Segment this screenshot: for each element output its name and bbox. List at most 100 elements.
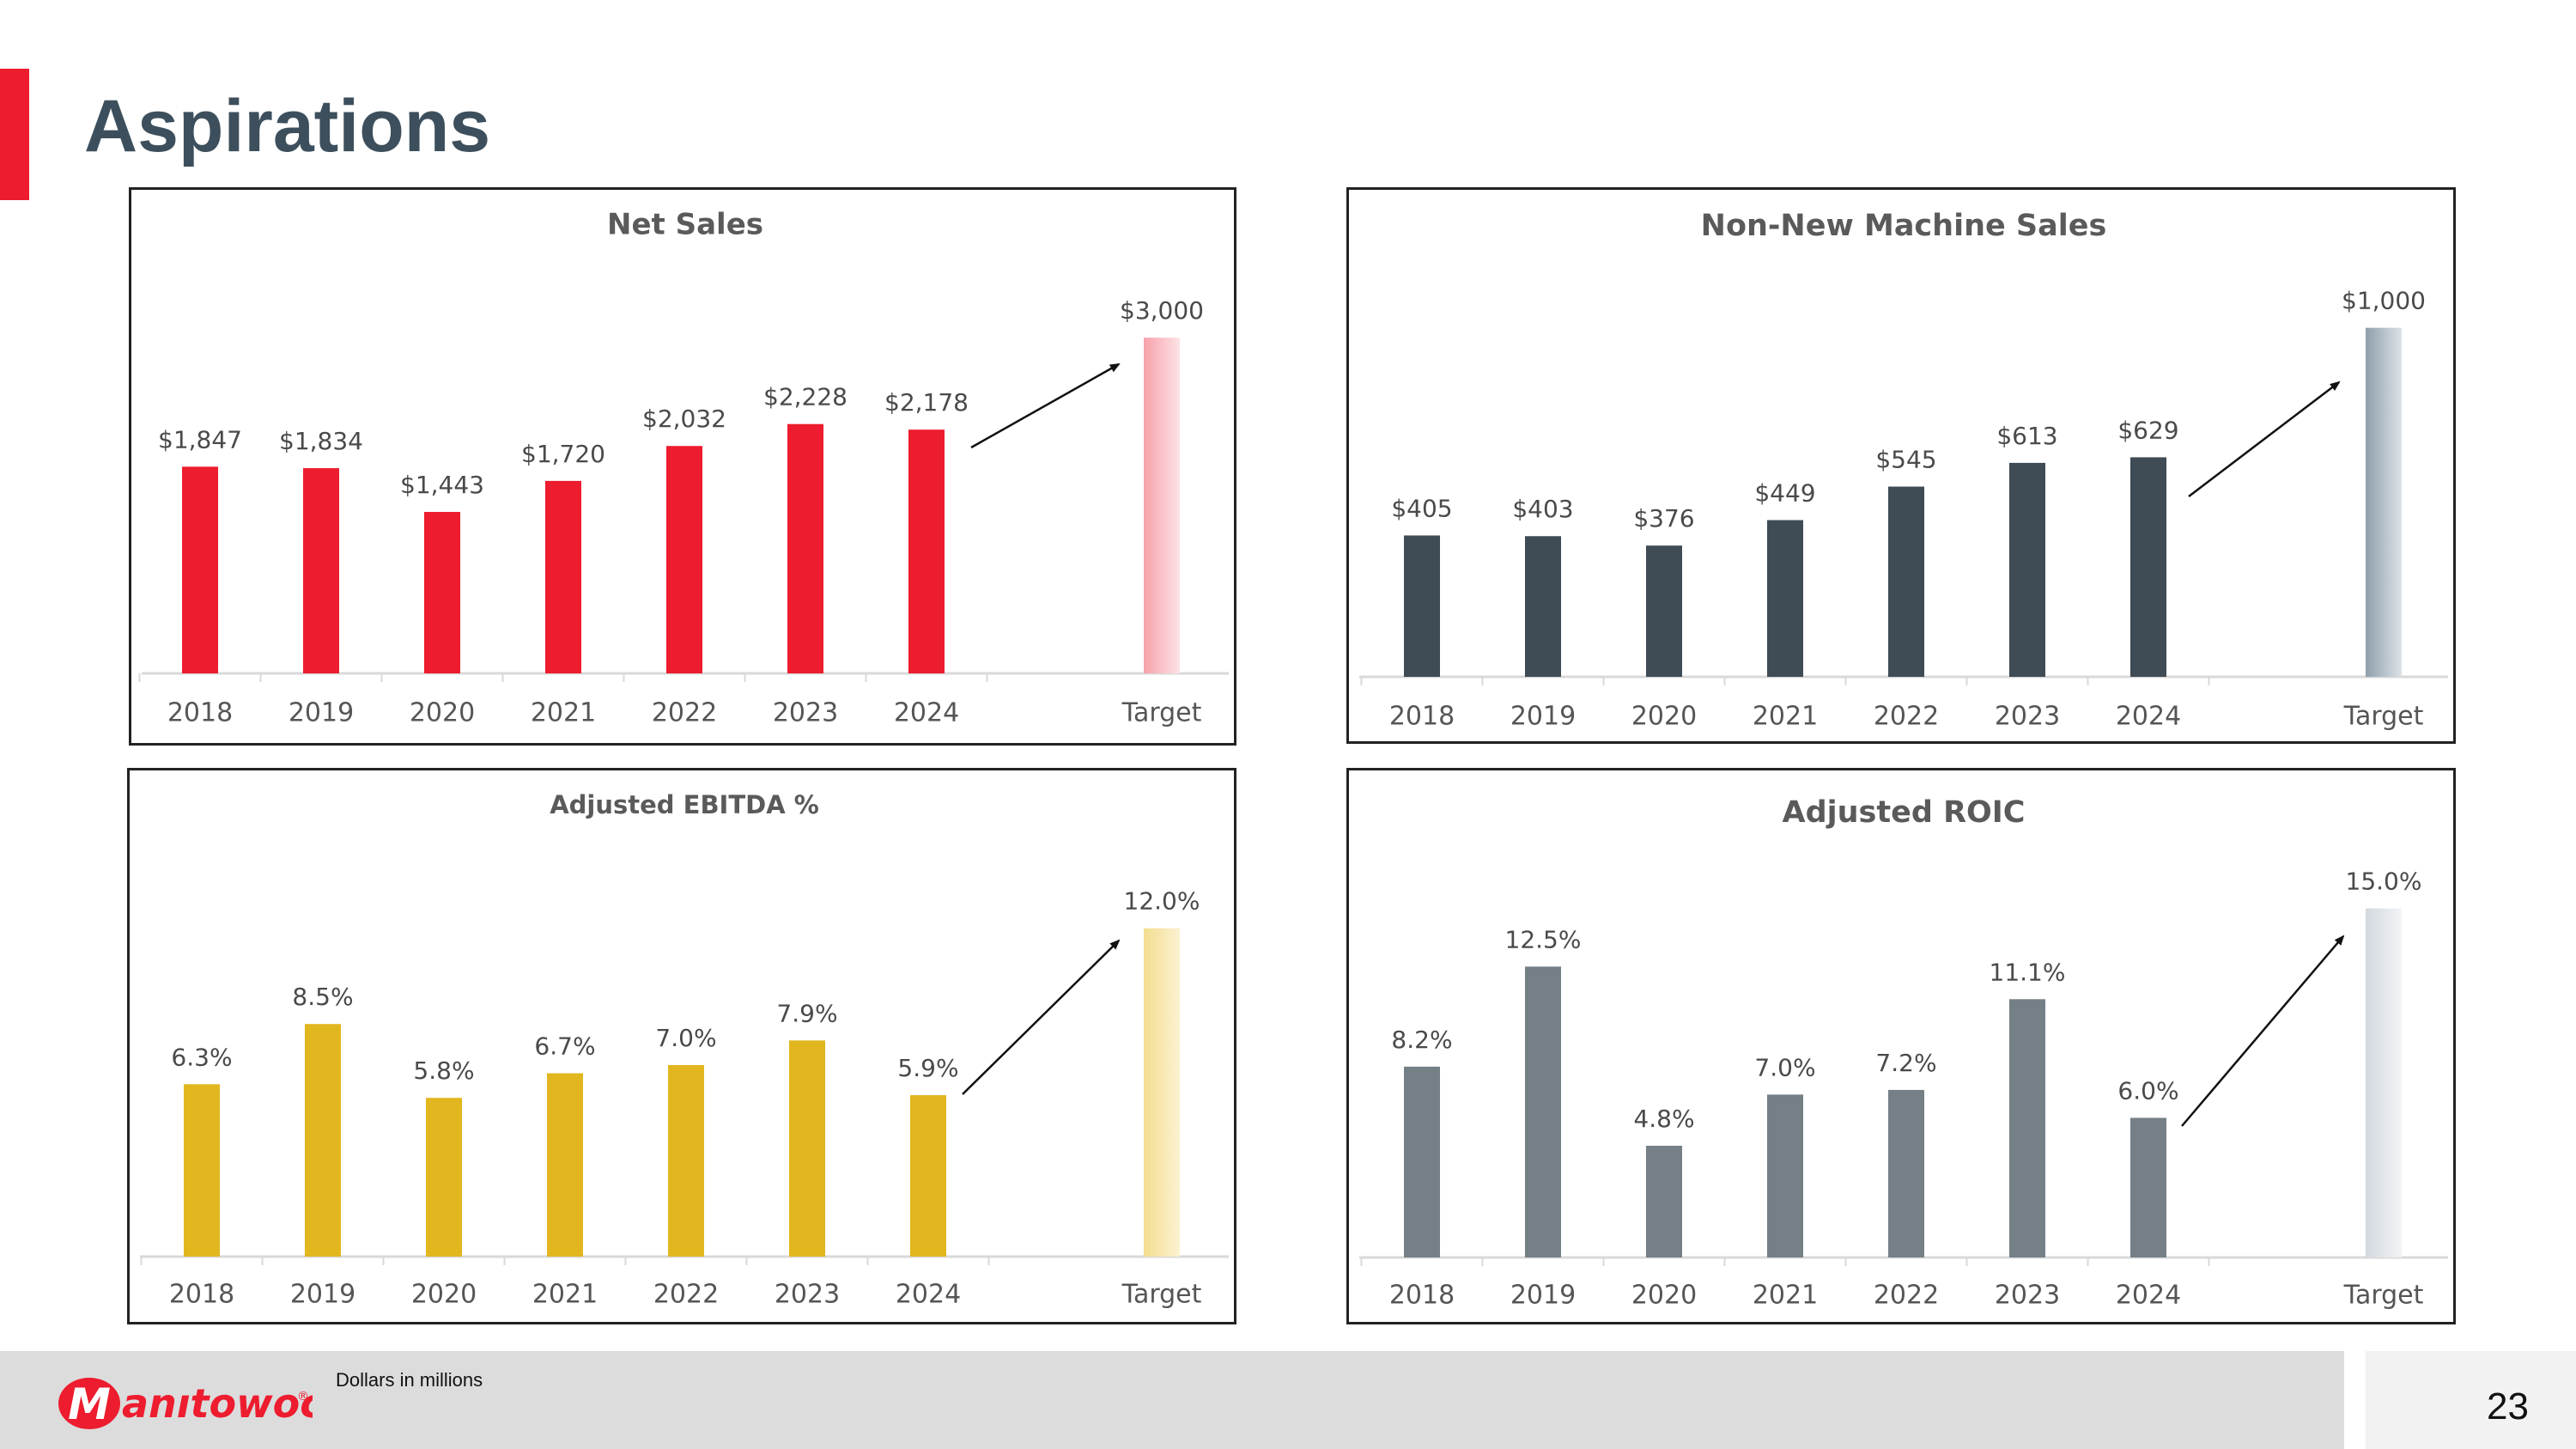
net-sales-tick-2024: 2024 [894,698,959,728]
adjusted-roic-value-label-2024: 6.0% [2117,1076,2178,1105]
adjusted-ebitda-value-label-target: 12.0% [1124,887,1200,916]
net-sales-tick-2020: 2020 [410,698,475,728]
non-new-machine-sales-value-label-2018: $405 [1391,494,1452,522]
non-new-machine-sales-tick-2022: 2022 [1874,702,1939,732]
net-sales-value-label-2019: $1,834 [279,427,363,455]
adjusted-roic-growth-arrow [2181,935,2345,1127]
adjusted-roic-value-label-2018: 8.2% [1391,1026,1452,1054]
adjusted-ebitda-value-label-2019: 8.5% [292,983,353,1011]
non-new-machine-sales-value-label-2019: $403 [1512,495,1573,523]
non-new-machine-sales-bar-2018 [1404,535,1440,677]
non-new-machine-sales-value-label-2022: $545 [1875,446,1936,474]
adjusted-ebitda-bar-2023 [789,1040,825,1257]
net-sales-title: Net Sales [607,208,763,242]
non-new-machine-sales-value-label-target: $1,000 [2342,287,2426,315]
adjusted-roic-title: Adjusted ROIC [1782,795,2025,830]
non-new-machine-sales-title: Non-New Machine Sales [1701,209,2107,243]
net-sales-value-label-2023: $2,228 [763,383,848,411]
net-sales-value-label-2021: $1,720 [521,440,605,468]
net-sales-bar-2022 [666,446,702,673]
adjusted-roic-tick-2022: 2022 [1874,1281,1939,1311]
footnote-dollars-in-millions: Dollars in millions [336,1369,483,1391]
adjusted-roic-bar-2021 [1767,1094,1803,1257]
adjusted-roic-tick-2019: 2019 [1510,1281,1576,1311]
net-sales-bar-2021 [545,480,581,673]
non-new-machine-sales-tick-2021: 2021 [1753,702,1818,732]
non-new-machine-sales-bar-2021 [1767,520,1803,677]
adjusted-ebitda-tick-target: Target [1121,1280,1202,1310]
adjusted-ebitda-chart-panel: Adjusted EBITDA % 6.3% 2018 8.5% 2019 5.8% 202… [127,768,1236,1324]
non-new-machine-sales-growth-arrow [2188,381,2341,497]
logo-registered-mark: ® [297,1390,309,1403]
adjusted-ebitda-tick-2018: 2018 [169,1280,234,1310]
adjusted-roic-bar-target [2366,908,2402,1257]
adjusted-roic-tick-target: Target [2343,1281,2424,1311]
adjusted-ebitda-tick-2019: 2019 [290,1280,355,1310]
non-new-machine-sales-tick-2020: 2020 [1631,702,1697,732]
adjusted-ebitda-bar-2021 [547,1073,583,1257]
adjusted-roic-tick-2018: 2018 [1389,1281,1455,1311]
non-new-machine-sales-tick-2019: 2019 [1510,702,1576,732]
adjusted-ebitda-value-label-2022: 7.0% [655,1024,716,1052]
net-sales-value-label-2022: $2,032 [642,405,726,433]
non-new-machine-sales-chart-panel: Non-New Machine Sales $405 2018 $403 2019 $37… [1346,187,2456,744]
footer-band [0,1351,2344,1449]
non-new-machine-sales-tick-2024: 2024 [2116,702,2181,732]
net-sales-chart-panel: Net Sales $1,847 2018 $1,834 2019 $1,443 2020 $… [129,187,1236,746]
adjusted-roic-value-label-2020: 4.8% [1633,1105,1694,1133]
adjusted-ebitda-value-label-2021: 6.7% [534,1032,595,1061]
adjusted-ebitda-tick-2022: 2022 [653,1280,719,1310]
adjusted-ebitda-bar-target [1144,928,1180,1257]
non-new-machine-sales-value-label-2023: $613 [1996,422,2057,450]
adjusted-roic-value-label-2019: 12.5% [1505,925,1582,953]
adjusted-roic-chart-svg: Adjusted ROIC 8.2% 2018 12.5% 2019 4.8% 2020 7.… [1359,795,2448,1311]
logo-wordmark: anıtowoc [122,1380,313,1427]
page-number: 23 [2487,1385,2529,1428]
net-sales-tick-2018: 2018 [167,698,233,728]
adjusted-roic-bar-2020 [1646,1145,1682,1257]
adjusted-roic-tick-2021: 2021 [1753,1281,1818,1311]
net-sales-tick-target: Target [1121,698,1202,728]
adjusted-ebitda-growth-arrow [962,939,1121,1095]
adjusted-roic-value-label-2022: 7.2% [1875,1049,1936,1077]
net-sales-value-label-target: $3,000 [1120,296,1204,325]
non-new-machine-sales-value-label-2021: $449 [1754,479,1815,508]
net-sales-tick-2023: 2023 [773,698,838,728]
adjusted-ebitda-bar-2020 [426,1098,462,1257]
adjusted-ebitda-tick-2024: 2024 [896,1280,961,1310]
non-new-machine-sales-bar-2020 [1646,545,1682,677]
adjusted-roic-bar-2019 [1525,966,1561,1257]
net-sales-bar-2020 [424,511,460,673]
net-sales-value-label-2020: $1,443 [400,471,484,499]
net-sales-value-label-2024: $2,178 [884,388,969,417]
adjusted-roic-bar-2022 [1888,1089,1924,1257]
logo-m-badge [58,1378,120,1429]
net-sales-growth-arrow [970,362,1121,449]
net-sales-tick-2019: 2019 [289,698,354,728]
net-sales-bar-target [1144,338,1180,673]
adjusted-roic-bar-2024 [2130,1117,2166,1257]
manitowoc-logo: M anıtowoc ® [58,1378,313,1429]
adjusted-ebitda-tick-2021: 2021 [532,1280,598,1310]
adjusted-roic-value-label-2021: 7.0% [1754,1053,1815,1081]
adjusted-roic-bar-2023 [2009,999,2045,1257]
adjusted-roic-chart-panel: Adjusted ROIC 8.2% 2018 12.5% 2019 4.8% 2020 7.… [1346,768,2456,1324]
adjusted-ebitda-value-label-2018: 6.3% [171,1043,232,1071]
adjusted-roic-value-label-target: 15.0% [2346,868,2422,896]
non-new-machine-sales-value-label-2024: $629 [2117,416,2178,444]
non-new-machine-sales-bar-2023 [2009,462,2045,677]
adjusted-roic-tick-2023: 2023 [1995,1281,2060,1311]
net-sales-chart-svg: Net Sales $1,847 2018 $1,834 2019 $1,443 2020 $… [138,208,1229,728]
non-new-machine-sales-tick-2023: 2023 [1995,702,2060,732]
non-new-machine-sales-bar-2022 [1888,486,1924,677]
adjusted-ebitda-value-label-2024: 5.9% [897,1054,958,1082]
net-sales-tick-2021: 2021 [531,698,596,728]
title-accent-bar [0,69,29,200]
adjusted-ebitda-bar-2022 [668,1065,704,1257]
adjusted-ebitda-bar-2019 [305,1024,341,1257]
net-sales-tick-2022: 2022 [652,698,717,728]
adjusted-ebitda-value-label-2023: 7.9% [776,999,837,1027]
adjusted-roic-bar-2018 [1404,1066,1440,1257]
adjusted-ebitda-bar-2018 [184,1084,220,1257]
non-new-machine-sales-bar-target [2366,327,2402,677]
